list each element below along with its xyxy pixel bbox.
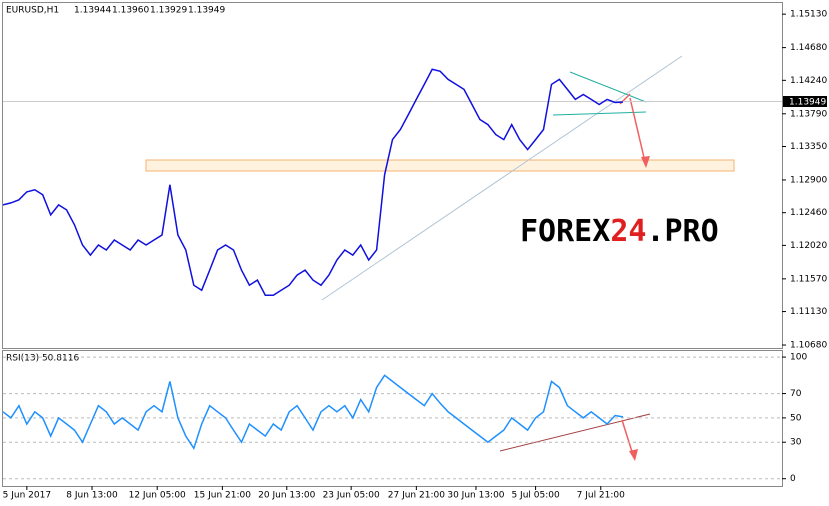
trend-line <box>321 55 683 301</box>
triangle-line <box>552 111 647 116</box>
x-tick-label: 8 Jun 13:00 <box>66 491 118 501</box>
y-tick-label: 0 <box>790 474 796 484</box>
x-tick-label: 27 Jun 21:00 <box>388 491 445 501</box>
rsi-trend-line <box>499 413 651 452</box>
support-zone <box>145 159 735 172</box>
y-tick-label: 1.13790 <box>790 109 827 119</box>
y-tick-label: 1.14240 <box>790 76 827 86</box>
rsi-panel <box>2 350 783 487</box>
y-tick-label: 1.11130 <box>790 307 827 317</box>
quote-close: 1.13949 <box>188 6 225 16</box>
y-tick-label: 1.13350 <box>790 142 827 152</box>
y-tick-label: 1.12020 <box>790 241 827 251</box>
price-tag <box>783 96 827 107</box>
x-tick-label: 20 Jun 13:00 <box>258 491 315 501</box>
data-line <box>2 374 624 451</box>
watermark-part: .PRO <box>646 214 718 249</box>
y-tick-label: 1.15130 <box>790 10 827 20</box>
data-line <box>2 68 624 296</box>
watermark-part: 24 <box>610 214 646 249</box>
arrows <box>619 93 650 461</box>
x-tick-label: 7 Jul 21:00 <box>577 491 626 501</box>
x-tick-label: 12 Jun 05:00 <box>129 491 186 501</box>
quote-open: 1.13944 <box>74 6 111 16</box>
y-tick-label: 50 <box>790 413 802 423</box>
y-tick-label: 70 <box>790 389 802 399</box>
y-tick-label: 1.12460 <box>790 208 827 218</box>
symbol: EURUSD,H1 <box>6 6 59 16</box>
y-tick-label: 30 <box>790 438 802 448</box>
rsi-title: RSI(13) 50.8116 <box>6 354 79 364</box>
x-tick-label: 5 Jun 2017 <box>3 491 51 501</box>
y-tick-label: 1.14680 <box>790 43 827 53</box>
quote-low: 1.13929 <box>150 6 187 16</box>
quote-high: 1.13960 <box>112 6 149 16</box>
watermark-part: FOREX <box>520 214 610 249</box>
x-tick-label: 5 Jul 05:00 <box>511 491 560 501</box>
y-tick-label: 100 <box>790 353 807 363</box>
y-tick-label: 1.11570 <box>790 274 827 284</box>
price-tag-label: 1.13949 <box>789 98 826 108</box>
x-tick-label: 30 Jun 13:00 <box>447 491 504 501</box>
price-panel <box>2 2 783 349</box>
watermark: FOREX24.PRO <box>520 214 719 249</box>
y-tick-label: 1.12900 <box>790 175 827 185</box>
x-tick-label: 15 Jun 21:00 <box>194 491 251 501</box>
x-tick-label: 23 Jun 05:00 <box>323 491 380 501</box>
y-tick-label: 1.10680 <box>790 341 827 351</box>
triangle-line <box>569 71 647 103</box>
